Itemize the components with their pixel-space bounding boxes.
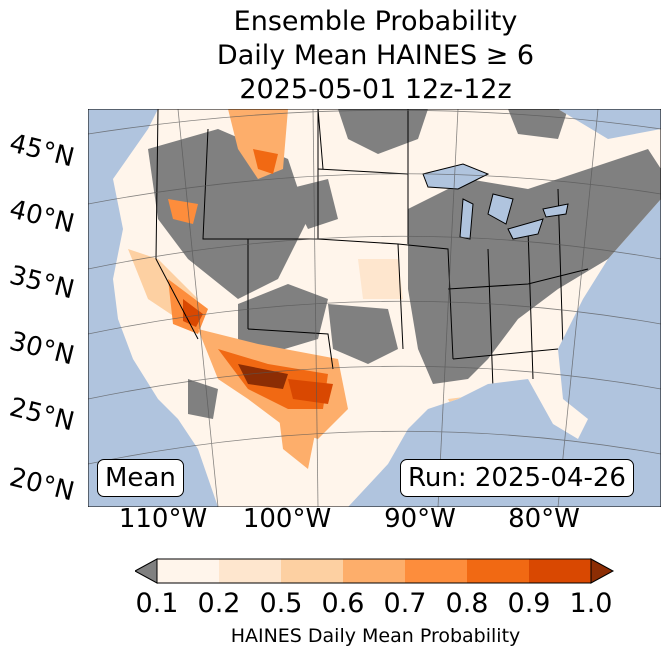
lon-label-80w: 80°W	[508, 504, 580, 534]
stat-label-box: Mean	[97, 459, 184, 497]
colorbar-tick: 0.8	[445, 588, 489, 619]
state-borders	[155, 109, 589, 390]
colorbar-tick: 0.7	[383, 588, 427, 619]
lon-label-90w: 90°W	[384, 504, 456, 534]
graticule	[88, 109, 661, 507]
colorbar-segment	[467, 559, 529, 583]
run-label-box: Run: 2025-04-26	[400, 459, 634, 497]
lon-label-100w: 100°W	[242, 504, 332, 534]
colorbar	[135, 558, 615, 584]
colorbar-tick: 0.6	[321, 588, 365, 619]
colorbar-segment	[281, 559, 343, 583]
colorbar-segment	[343, 559, 405, 583]
colorbar-segment	[405, 559, 467, 583]
lat-label-40n: 40°N	[6, 194, 78, 240]
colorbar-segment	[157, 559, 219, 583]
title-line-2: Daily Mean HAINES ≥ 6	[216, 40, 535, 71]
colorbar-tick: 0.2	[197, 588, 241, 619]
great-lakes	[422, 163, 569, 240]
lat-label-30n: 30°N	[6, 326, 78, 372]
colorbar-over-arrow	[590, 558, 615, 584]
colorbar-tick: 1.0	[569, 588, 613, 619]
lon-label-110w: 110°W	[118, 504, 208, 534]
lat-label-25n: 25°N	[6, 392, 78, 438]
probability-map	[88, 109, 661, 507]
title-line-1: Ensemble Probability	[233, 6, 518, 37]
colorbar-label: HAINES Daily Mean Probability	[230, 625, 521, 647]
lat-label-20n: 20°N	[6, 462, 78, 508]
lat-label-35n: 35°N	[6, 260, 78, 306]
title-line-3: 2025-05-01 12z-12z	[239, 74, 512, 105]
lat-label-45n: 45°N	[6, 128, 78, 174]
colorbar-segment	[529, 559, 591, 583]
below-threshold-regions	[148, 109, 661, 419]
probability-shading	[128, 109, 498, 469]
colorbar-tick: 0.9	[507, 588, 551, 619]
colorbar-tick: 0.1	[135, 588, 179, 619]
colorbar-under-arrow	[135, 558, 158, 584]
colorbar-segment	[219, 559, 281, 583]
colorbar-tick: 0.5	[259, 588, 303, 619]
